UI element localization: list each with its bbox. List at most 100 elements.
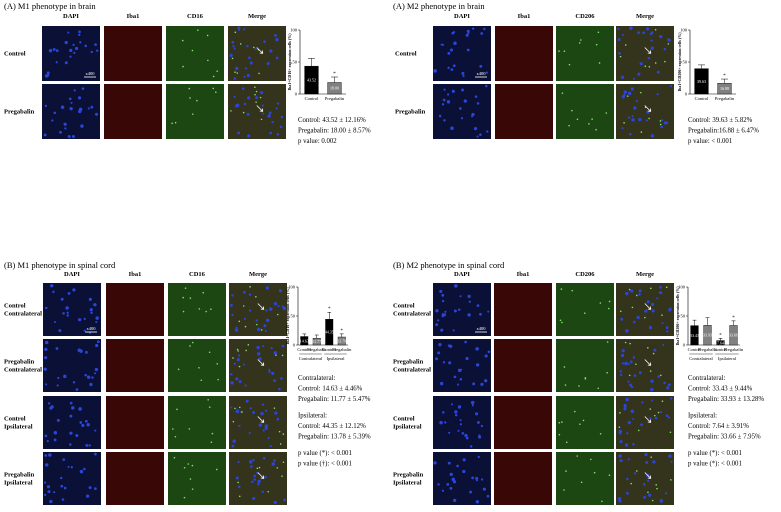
nucleus [258,423,263,427]
cell [256,323,258,326]
nucleus [627,458,630,461]
nucleus [243,28,246,31]
y-tick-label: 100 [680,28,688,33]
cell [231,57,234,60]
nucleus [95,343,99,348]
cell [595,128,597,131]
cell [254,86,256,88]
y-tick-label: 100 [678,285,686,290]
nucleus [660,125,664,129]
nucleus [643,495,646,499]
nucleus [619,370,622,373]
nucleus [475,412,479,416]
nucleus [264,424,269,428]
nucleus [471,27,475,30]
nucleus [90,311,93,315]
nucleus [250,465,253,468]
cell [253,46,255,49]
cell [184,287,187,289]
x-tick-label: Control [688,347,703,352]
nucleus [266,62,270,66]
cell [661,314,663,316]
nucleus [637,72,641,76]
nucleus [253,478,257,481]
column-header: DAPI [454,271,470,278]
cell [215,91,217,93]
nucleus [78,407,82,411]
arrow [644,359,652,366]
cell [657,411,660,414]
nucleus [623,93,626,97]
stat-line: p value: 0.002 [298,138,337,145]
column-header: DAPI [454,13,470,20]
stat-line: Contralateral: [298,375,335,382]
nucleus [484,379,488,383]
cell [593,471,596,474]
cell [605,112,608,114]
error-bar [698,64,705,69]
nucleus [80,124,84,128]
nucleus [466,48,470,52]
value-label: 14.63 [300,338,309,343]
nucleus [87,107,90,110]
cell [619,310,622,313]
nucleus [72,43,75,46]
stat-line: Control: 44.35 ± 12.12% [298,423,366,430]
scale-label: x400 [477,326,487,331]
column-header: Merge [636,271,654,278]
nucleus [631,385,634,389]
nucleus [52,47,56,51]
nucleus [44,463,49,467]
nucleus [632,356,636,359]
cell [278,430,281,433]
panel-title: (A) M1 phenotype in brain [4,1,96,11]
nucleus [621,362,624,365]
x-tick-label: Pregabalin [698,347,718,352]
cell [232,420,235,423]
nucleus [454,284,458,288]
micrograph [168,396,226,449]
nucleus [638,371,642,375]
nucleus [437,351,441,355]
nucleus [63,122,67,126]
nucleus [465,356,469,361]
cell [659,120,662,122]
nucleus [667,383,671,387]
nucleus [650,302,655,307]
y-tick-label: 0 [293,343,296,348]
nucleus [486,494,490,498]
nucleus [237,354,241,357]
cell [635,363,637,365]
cell [189,297,192,299]
cell [211,432,214,435]
cell [669,431,672,434]
cell [628,374,631,377]
cell [559,319,562,322]
cell [660,374,662,377]
nucleus [469,445,473,448]
nucleus [646,300,650,304]
nucleus [438,114,442,118]
nucleus [626,477,629,481]
cell [599,432,602,435]
nucleus [644,309,648,313]
nucleus [623,406,627,410]
nucleus [666,386,670,390]
nucleus [657,375,661,378]
cell [650,287,652,290]
nucleus [623,90,627,94]
nucleus [43,493,47,497]
cell [191,464,194,467]
significance-marker: * [333,72,336,77]
nucleus [487,350,491,354]
stat-line: Pregabalin: 11.77 ± 5.47% [298,396,371,403]
row-label: Ipsilateral [4,480,33,487]
value-label: 13.78 [337,339,346,344]
row-label: Control [393,416,415,423]
cell [188,428,191,430]
cell [255,101,257,103]
nucleus [69,431,73,435]
nucleus [635,99,639,103]
nucleus [81,87,85,90]
cell [254,93,256,96]
